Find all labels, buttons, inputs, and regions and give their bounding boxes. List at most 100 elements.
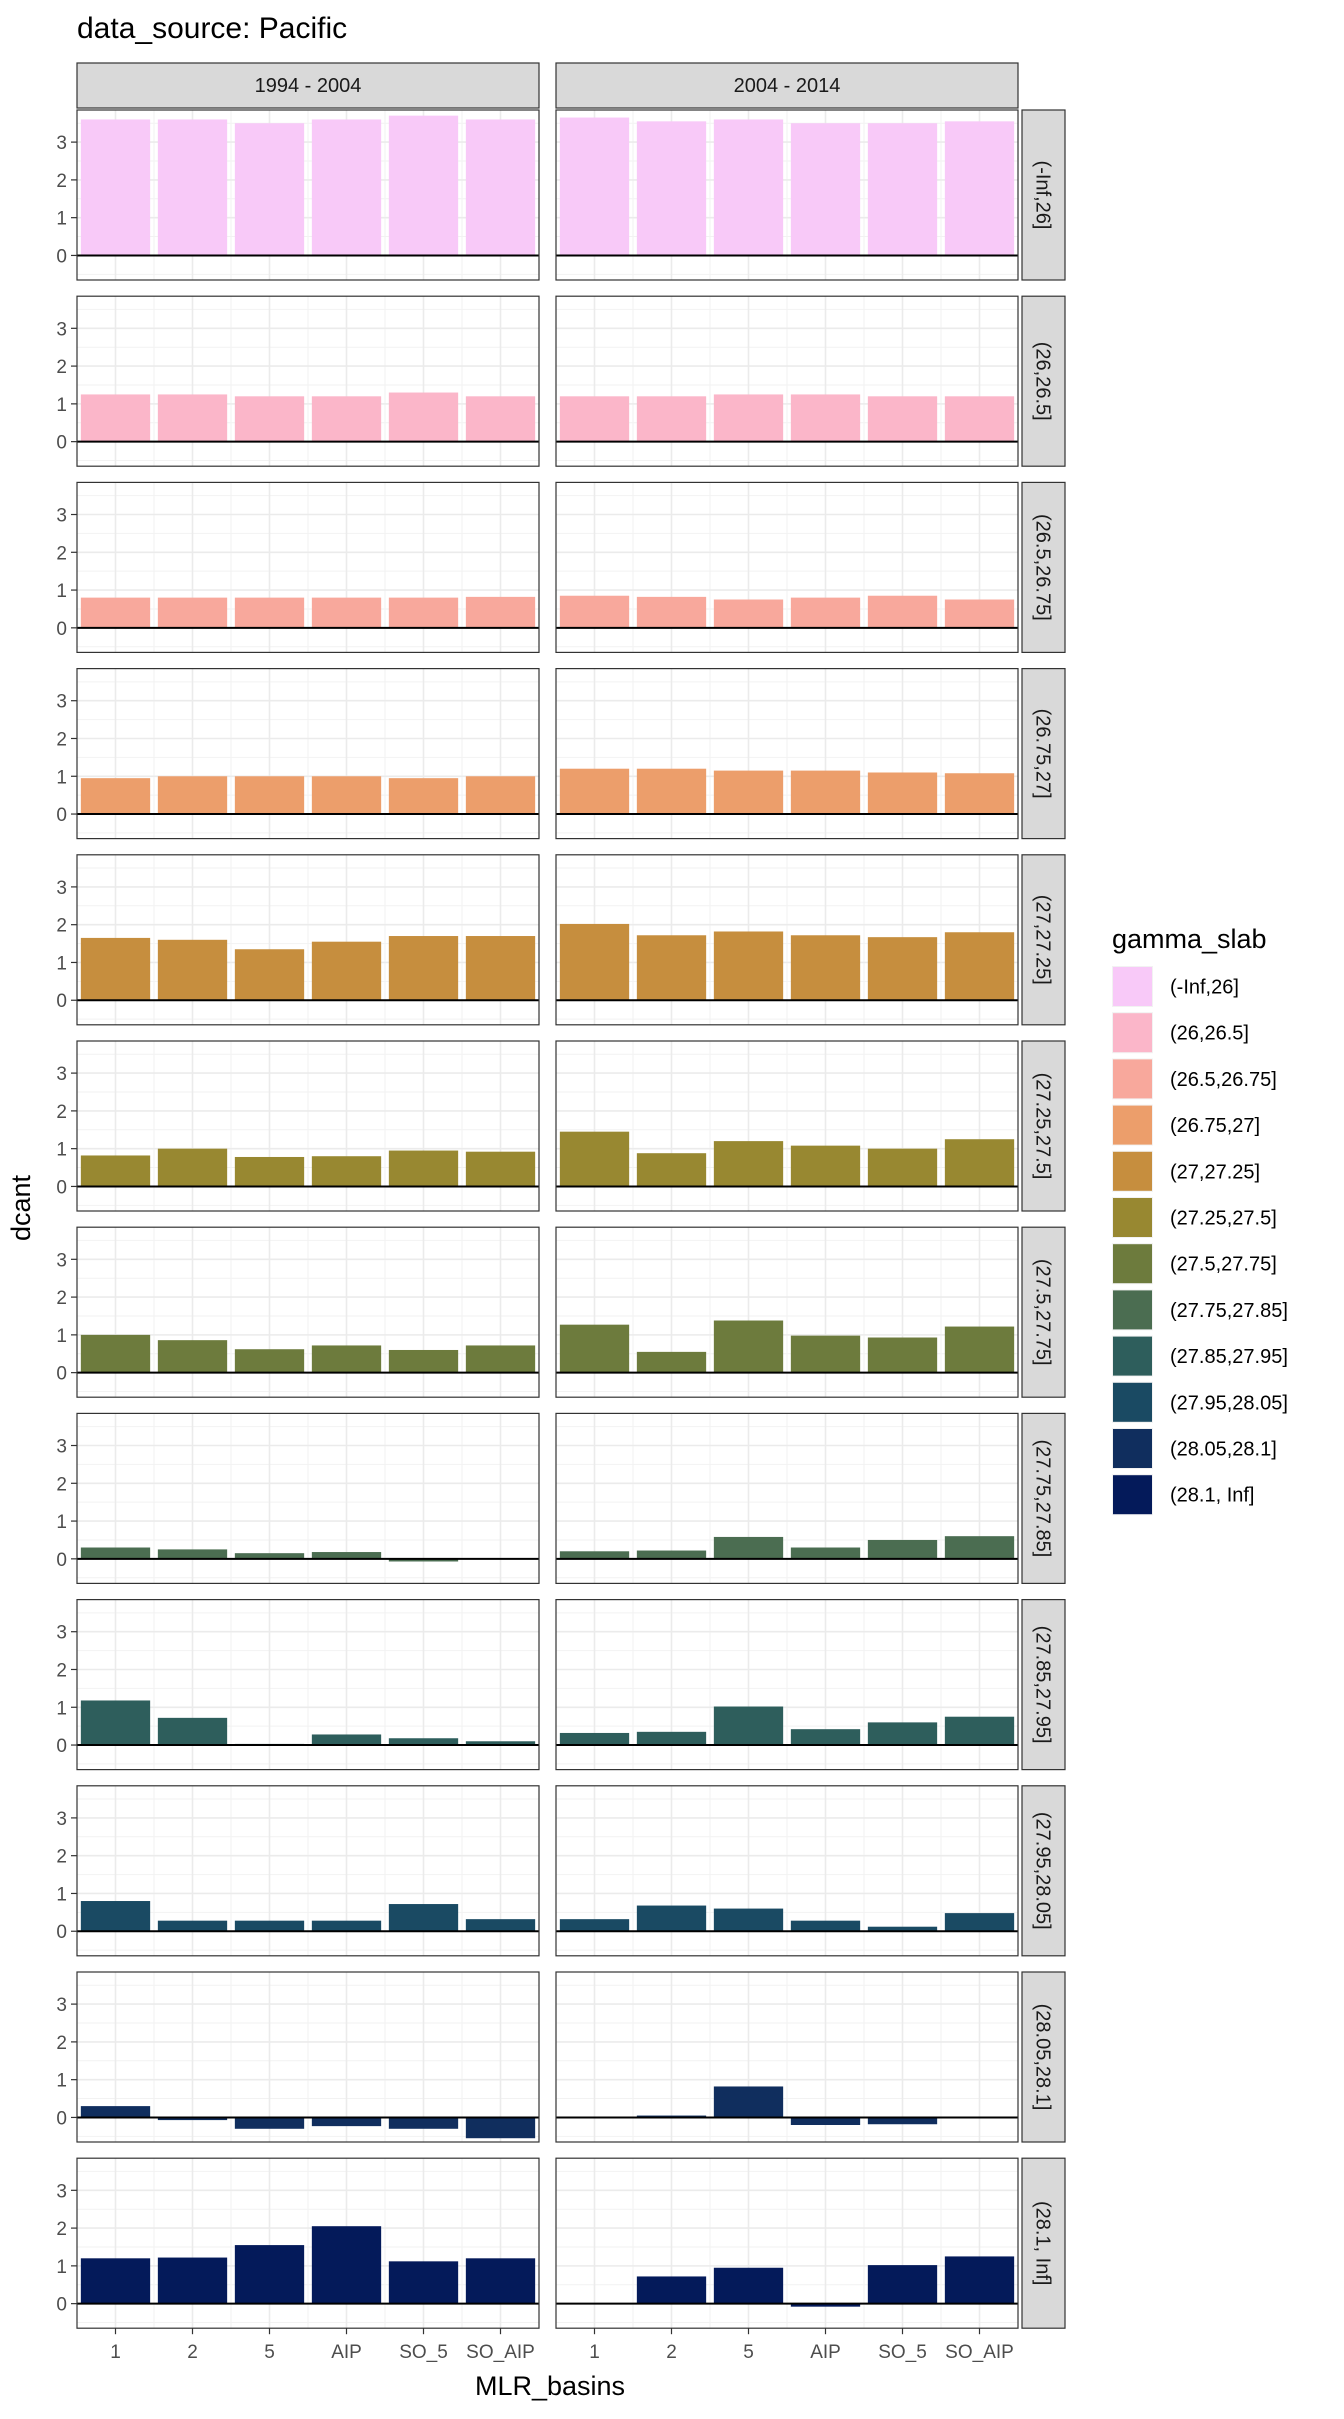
panel-border xyxy=(555,1785,1019,1957)
y-tick-label: 0 xyxy=(56,246,67,267)
bar xyxy=(944,1716,1015,1746)
legend-swatch xyxy=(1113,967,1152,1006)
y-tick-label: 2 xyxy=(56,1847,67,1868)
bar xyxy=(867,595,938,628)
panel-border xyxy=(555,295,1019,467)
bar xyxy=(559,595,630,628)
y-tick-label: 3 xyxy=(56,1064,67,1085)
bar xyxy=(465,2258,536,2304)
bar xyxy=(234,1156,305,1187)
bar xyxy=(157,2117,228,2121)
bar xyxy=(636,935,707,1001)
y-tick-label: 1 xyxy=(56,581,67,602)
bar xyxy=(465,936,536,1001)
bar xyxy=(465,596,536,628)
bar xyxy=(157,2257,228,2304)
bar xyxy=(311,776,382,815)
bar xyxy=(636,1550,707,1559)
bar xyxy=(713,394,784,442)
bar xyxy=(636,1351,707,1373)
legend-label: (28.05,28.1] xyxy=(1170,1439,1277,1461)
facet-panel xyxy=(555,854,1019,1026)
bar xyxy=(80,394,151,442)
y-tick-label: 0 xyxy=(56,1177,67,1198)
row-strip xyxy=(1021,667,1066,840)
bar xyxy=(80,1155,151,1187)
x-tick-label: 5 xyxy=(743,2342,754,2363)
y-tick-label: 1 xyxy=(56,1140,67,1161)
y-tick-label: 0 xyxy=(56,2295,67,2316)
legend-label: (27.5,27.75] xyxy=(1170,1254,1277,1276)
y-tick-label: 2 xyxy=(56,2033,67,2054)
bar xyxy=(80,1700,151,1746)
bar xyxy=(157,1340,228,1373)
column-strip-label: 1994 - 2004 xyxy=(255,75,362,97)
bar xyxy=(790,123,861,256)
row-strip xyxy=(1021,1412,1066,1585)
bar xyxy=(388,1904,459,1932)
bar xyxy=(944,773,1015,815)
x-tick-label: 1 xyxy=(110,2342,121,2363)
bar xyxy=(790,2117,861,2125)
bar xyxy=(790,597,861,628)
x-tick-label: SO_5 xyxy=(399,2342,448,2363)
x-tick-label: SO_AIP xyxy=(945,2342,1014,2363)
y-tick-label: 0 xyxy=(56,1736,67,1757)
x-tick-label: AIP xyxy=(331,2342,362,2363)
bar xyxy=(559,117,630,256)
bar xyxy=(80,119,151,256)
bar xyxy=(157,776,228,815)
bar xyxy=(311,1345,382,1373)
y-tick-label: 3 xyxy=(56,1623,67,1644)
y-tick-label: 2 xyxy=(56,916,67,937)
bar xyxy=(80,778,151,815)
panel-border xyxy=(76,1226,540,1398)
row-strip-label: (28.1, Inf] xyxy=(1032,2201,1054,2286)
y-tick-label: 1 xyxy=(56,1884,67,1905)
column-strip xyxy=(555,62,1019,109)
row-strip xyxy=(1021,854,1066,1026)
bar xyxy=(157,119,228,256)
bar xyxy=(80,597,151,628)
facet-panel: 0 1 2 3 xyxy=(56,1040,540,1212)
y-tick-label: 0 xyxy=(56,1922,67,1943)
y-tick-label: 3 xyxy=(56,133,67,154)
bar xyxy=(944,599,1015,628)
bar xyxy=(867,1722,938,1746)
bar xyxy=(234,123,305,256)
row-strip xyxy=(1021,1226,1066,1398)
y-tick-label: 2 xyxy=(56,171,67,192)
bar xyxy=(867,1337,938,1373)
panel-border xyxy=(76,481,540,653)
bar xyxy=(790,770,861,815)
legend-swatch xyxy=(1113,1382,1152,1422)
y-tick-label: 3 xyxy=(56,1809,67,1830)
bar xyxy=(790,1145,861,1187)
y-tick-label: 3 xyxy=(56,692,67,713)
bar xyxy=(157,394,228,442)
y-tick-label: 2 xyxy=(56,1660,67,1681)
bar xyxy=(465,1741,536,1746)
bar xyxy=(944,932,1015,1001)
y-tick-label: 2 xyxy=(56,2219,67,2240)
y-tick-label: 3 xyxy=(56,1250,67,1271)
bar xyxy=(713,770,784,815)
facet-panel xyxy=(555,1971,1019,2143)
facet-panel xyxy=(555,667,1019,840)
panel-border xyxy=(76,1785,540,1957)
facet-panel: 0 1 2 3 xyxy=(56,1226,540,1398)
legend-swatch xyxy=(1113,1336,1152,1376)
bar xyxy=(559,923,630,1001)
y-tick-label: 2 xyxy=(56,1474,67,1495)
bar xyxy=(867,937,938,1001)
panel-border xyxy=(76,2157,540,2329)
bar xyxy=(713,1536,784,1559)
bar xyxy=(713,119,784,256)
y-tick-label: 0 xyxy=(56,619,67,640)
bar xyxy=(559,396,630,442)
legend-label: (27,27.25] xyxy=(1170,1161,1260,1183)
bar xyxy=(636,396,707,442)
bar xyxy=(234,2245,305,2304)
panel-border xyxy=(555,1971,1019,2143)
facet-panel: 0 1 2 3 xyxy=(56,295,540,467)
